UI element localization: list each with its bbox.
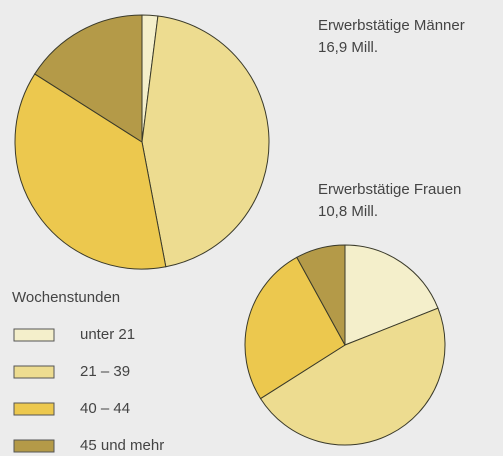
pie-slice [344, 244, 439, 346]
chart-subtitle: 10,8 Mill. [318, 203, 378, 220]
pie-slice [141, 15, 270, 268]
pie-slice [296, 244, 346, 346]
chart-subtitle: 16,9 Mill. [318, 39, 378, 56]
legend-swatch [13, 328, 55, 342]
legend-label: 45 und mehr [80, 437, 164, 454]
legend-swatch [13, 402, 55, 416]
pie-slice [34, 14, 143, 143]
pie-slice [14, 73, 167, 270]
legend-swatch [13, 365, 55, 379]
legend-label: 21 – 39 [80, 363, 130, 380]
legend-swatch [13, 439, 55, 453]
legend-label: unter 21 [80, 326, 135, 343]
chart-title: Erwerbstätige Frauen [318, 181, 461, 198]
legend-title: Wochenstunden [12, 289, 120, 306]
pie-slice [244, 256, 346, 400]
chart-title: Erwerbstätige Männer [318, 17, 465, 34]
legend-label: 40 – 44 [80, 400, 130, 417]
pie-slice [259, 307, 446, 446]
